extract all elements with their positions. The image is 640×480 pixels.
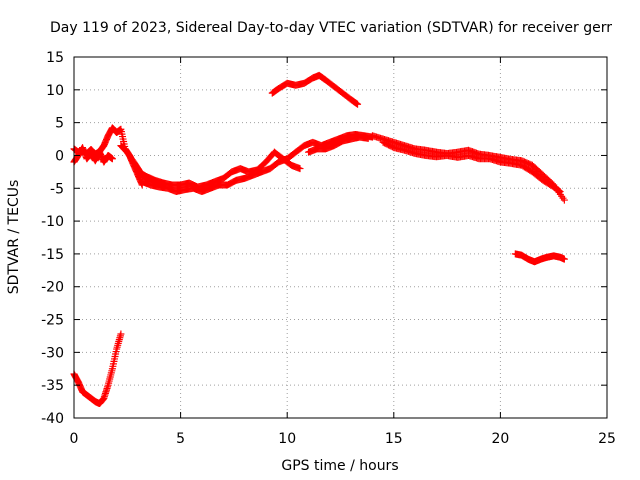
data-point <box>296 165 304 173</box>
y-tick-label: 0 <box>55 148 64 164</box>
series-arc-9 <box>379 138 564 196</box>
chart-title: Day 119 of 2023, Sidereal Day-to-day VTE… <box>50 20 612 36</box>
data-point <box>560 255 568 263</box>
y-axis-title: SDTVAR / TECUs <box>6 180 22 295</box>
y-tick-label: -20 <box>41 280 64 296</box>
series-arc-11 <box>70 330 125 408</box>
series-arc-8 <box>368 132 568 204</box>
series-arc-10 <box>511 250 568 266</box>
y-tick-label: 15 <box>46 50 64 66</box>
plot-frame <box>73 56 608 419</box>
data-point <box>556 188 564 196</box>
y-tick-label: -10 <box>41 214 64 230</box>
x-tick-label: 15 <box>385 431 403 447</box>
y-tick-label: -35 <box>41 378 64 394</box>
grid-lines <box>74 57 607 418</box>
axis-ticks: 0 5 10 15 20 25 -40 -35 -30 -25 -20 -15 -10 -5 0 5 10 15 <box>41 50 616 447</box>
data-point <box>560 196 568 204</box>
x-tick-label: 25 <box>598 431 616 447</box>
x-tick-label: 20 <box>491 431 509 447</box>
y-tick-label: 10 <box>46 83 64 99</box>
x-tick-label: 10 <box>278 431 296 447</box>
y-tick-label: -5 <box>50 181 64 197</box>
y-tick-label: -30 <box>41 345 64 361</box>
series-arc-2 <box>70 144 116 166</box>
data-point <box>364 134 372 142</box>
series-arc-7 <box>268 71 362 108</box>
y-tick-label: 5 <box>55 116 64 132</box>
x-tick-label: 0 <box>70 431 79 447</box>
y-tick-label: -40 <box>41 411 64 427</box>
series-arc-6 <box>305 133 372 156</box>
y-tick-label: -25 <box>41 313 64 329</box>
data-point <box>108 155 116 163</box>
data-point <box>354 100 362 108</box>
data-point <box>117 330 125 338</box>
data-points <box>70 71 568 408</box>
x-axis-title: GPS time / hours <box>281 458 398 474</box>
x-tick-label: 5 <box>176 431 185 447</box>
y-tick-label: -15 <box>41 247 64 263</box>
